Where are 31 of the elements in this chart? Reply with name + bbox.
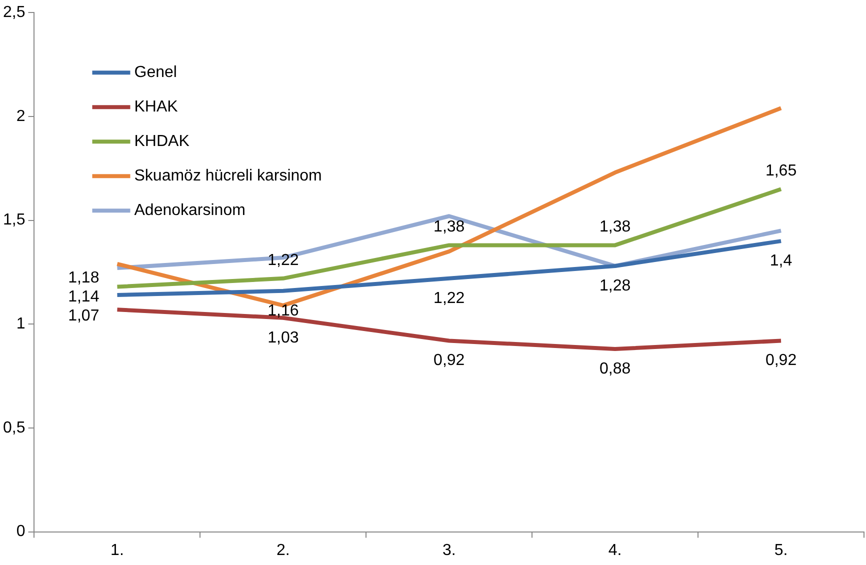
y-tick-label: 0: [16, 523, 26, 540]
legend-label: Skuamöz hücreli karsinom: [134, 168, 322, 185]
data-label: 1,38: [434, 218, 465, 236]
x-tick-label: 1.: [110, 542, 124, 559]
data-label: 1,14: [68, 288, 100, 306]
x-tick-label: 3.: [442, 542, 456, 559]
data-label: 0,88: [600, 360, 631, 378]
y-tick-label: 1,5: [2, 212, 26, 229]
data-label: 1,22: [434, 290, 465, 307]
data-label: 1,4: [770, 252, 792, 270]
data-label: 1,65: [765, 162, 797, 180]
data-label: 1,22: [268, 252, 299, 269]
data-label: 0,92: [765, 352, 797, 370]
data-label: 1,16: [268, 302, 299, 320]
y-tick-label: 0,5: [2, 419, 26, 436]
legend-label: Adenokarsinom: [134, 202, 246, 220]
legend-label: Genel: [134, 64, 177, 82]
data-label: 1,38: [600, 218, 631, 236]
data-label: 1,28: [600, 277, 631, 294]
data-label: 0,92: [434, 352, 465, 370]
x-tick-label: 2.: [276, 542, 290, 559]
x-tick-label: 4.: [608, 542, 622, 559]
data-label: 1,03: [268, 329, 299, 346]
legend-label: KHDAK: [134, 133, 190, 150]
data-label: 1,07: [68, 308, 100, 325]
y-tick-label: 1: [16, 316, 26, 333]
y-tick-label: 2: [16, 108, 26, 125]
data-label: 1,18: [68, 270, 100, 287]
x-tick-label: 5.: [774, 542, 788, 559]
y-tick-label: 2,5: [2, 4, 26, 22]
legend-label: KHAK: [134, 98, 178, 116]
